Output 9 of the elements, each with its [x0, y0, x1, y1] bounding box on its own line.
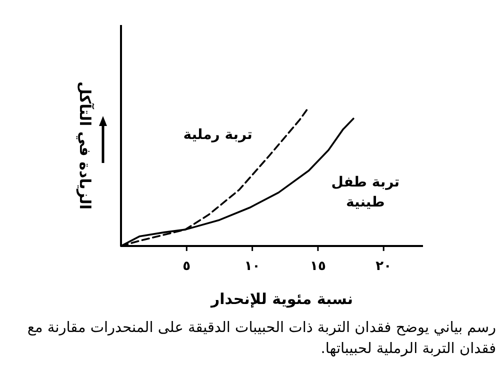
x-tick-label: ١٥: [310, 259, 326, 274]
x-tick-label: ٢٠: [376, 259, 392, 274]
x-tick-label: ١٠: [244, 259, 260, 274]
text: رسم بياني يوضح فقدان التربة ذات الحبيبات الدقيقة على المنحدرات مقارنة مع فقدان التربة الرملية لحبيباتها.: [26, 319, 496, 359]
series-label: تربة رملية: [183, 127, 252, 143]
x-tick-label: ٥: [182, 259, 191, 274]
y-axis-title: الزيادة في التآكل: [76, 81, 95, 210]
series-label: تربة طفل طينية: [331, 174, 400, 211]
x-axis-title: نسبة مئوية للإنحدار: [210, 290, 354, 308]
